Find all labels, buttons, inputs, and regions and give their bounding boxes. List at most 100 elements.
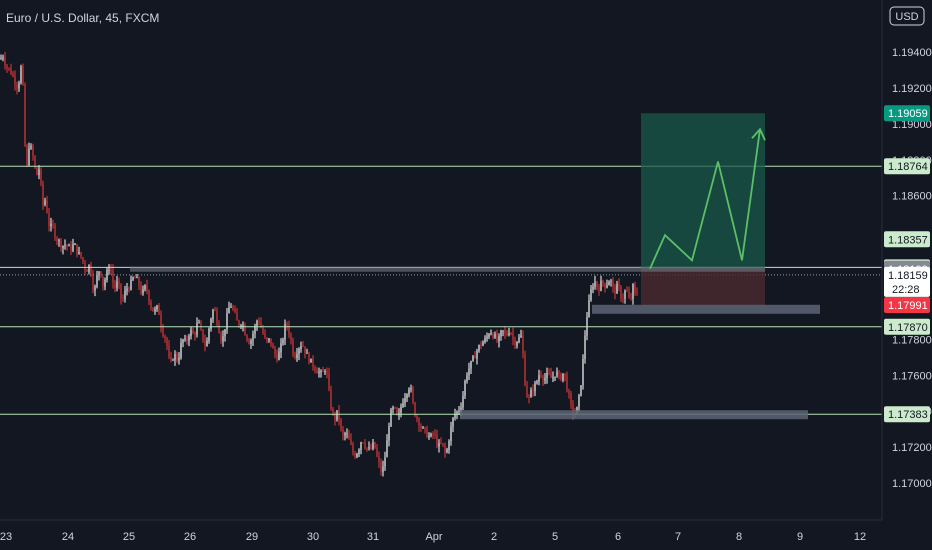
candle-body bbox=[416, 416, 418, 419]
candle-body bbox=[442, 443, 444, 445]
candle-body bbox=[562, 373, 564, 381]
support-zone-bar[interactable] bbox=[592, 304, 820, 314]
candle-body bbox=[318, 372, 320, 374]
target-price-tag bbox=[884, 105, 930, 122]
candle-body bbox=[396, 407, 398, 415]
candle-body bbox=[232, 307, 234, 310]
candle-body bbox=[324, 371, 326, 373]
candle-body bbox=[558, 371, 560, 374]
candle-body bbox=[380, 462, 382, 472]
candle-body bbox=[320, 371, 322, 373]
candle-body bbox=[44, 200, 46, 205]
candle-body bbox=[468, 368, 470, 376]
level-price-tag bbox=[884, 158, 930, 175]
candle-body bbox=[506, 333, 508, 336]
stop-price-tag-label: 1.17991 bbox=[888, 300, 928, 312]
candle-body bbox=[66, 244, 68, 246]
candle-body bbox=[384, 457, 386, 467]
candle-body bbox=[454, 413, 456, 418]
candle-body bbox=[604, 283, 606, 288]
candle-body bbox=[248, 340, 250, 344]
candle-body bbox=[514, 339, 516, 346]
candle-body bbox=[302, 346, 304, 348]
candle-body bbox=[546, 373, 548, 379]
candle-body bbox=[196, 323, 198, 335]
candle-body bbox=[362, 442, 364, 444]
support-zone-bar[interactable] bbox=[460, 410, 808, 420]
candle-body bbox=[30, 146, 32, 149]
candle-body bbox=[268, 338, 270, 341]
candle-body bbox=[474, 356, 476, 359]
candle-body bbox=[348, 433, 350, 440]
candle-body bbox=[434, 433, 436, 435]
candle-body bbox=[580, 385, 582, 396]
time-tick-label: 26 bbox=[184, 531, 196, 543]
candle-body bbox=[194, 333, 196, 335]
candle-body bbox=[14, 76, 16, 85]
candle-body bbox=[466, 375, 468, 382]
candle-body bbox=[484, 338, 486, 343]
price-tick-label: 1.17200 bbox=[892, 442, 932, 454]
candle-body bbox=[230, 307, 232, 309]
candle-body bbox=[322, 371, 324, 373]
candle-body bbox=[164, 335, 166, 339]
candle-body bbox=[382, 466, 384, 472]
candle-body bbox=[6, 65, 8, 68]
candle-body bbox=[310, 358, 312, 363]
candle-body bbox=[572, 403, 574, 414]
candle-body bbox=[614, 286, 616, 294]
candle-body bbox=[478, 345, 480, 351]
candle-body bbox=[340, 419, 342, 430]
projection-arrow[interactable] bbox=[649, 127, 766, 270]
candle-body bbox=[270, 338, 272, 345]
time-tick-label: 7 bbox=[675, 531, 681, 543]
candle-body bbox=[316, 370, 318, 374]
candle-body bbox=[450, 426, 452, 442]
candle-body bbox=[538, 375, 540, 382]
candle-body bbox=[36, 167, 38, 176]
currency-button[interactable]: USD bbox=[889, 6, 925, 26]
candle-body bbox=[420, 425, 422, 428]
candle-body bbox=[308, 352, 310, 363]
candle-body bbox=[536, 381, 538, 384]
candle-body bbox=[406, 394, 408, 399]
candle-body bbox=[408, 389, 410, 395]
candle-body bbox=[314, 366, 316, 371]
candle-body bbox=[158, 305, 160, 315]
stop-price-tag bbox=[884, 297, 930, 314]
candle-body bbox=[632, 284, 634, 299]
candle-body bbox=[624, 290, 626, 299]
candle-body bbox=[100, 271, 102, 277]
position-tool[interactable] bbox=[130, 113, 765, 306]
candle-body bbox=[46, 200, 48, 213]
candle-body bbox=[260, 322, 262, 328]
candle-body bbox=[80, 252, 82, 258]
candle-body bbox=[136, 277, 138, 279]
candle-body bbox=[4, 57, 6, 66]
candle-body bbox=[508, 333, 510, 336]
candle-body bbox=[126, 288, 128, 291]
candle-body bbox=[264, 333, 266, 338]
candle-body bbox=[612, 280, 614, 287]
candle-body bbox=[214, 310, 216, 312]
candle-body bbox=[528, 397, 530, 399]
candle-body bbox=[142, 289, 144, 294]
candle-body bbox=[472, 356, 474, 361]
candle-body bbox=[178, 357, 180, 361]
candle-body bbox=[374, 442, 376, 449]
candle-body bbox=[634, 284, 636, 293]
time-axis[interactable]: 23 24 25 26 29 30 31 Apr 2 5 6 7 8 9 12 bbox=[0, 531, 866, 543]
candle-body bbox=[606, 285, 608, 288]
candle-body bbox=[610, 280, 612, 282]
price-tick-label: 1.17000 bbox=[892, 478, 932, 490]
candle-body bbox=[276, 354, 278, 360]
loss-zone[interactable] bbox=[641, 268, 765, 306]
candle-body bbox=[430, 433, 432, 437]
candle-body bbox=[226, 313, 228, 330]
candle-body bbox=[156, 305, 158, 310]
candle-body bbox=[358, 449, 360, 454]
candle-body bbox=[424, 427, 426, 429]
projection-path[interactable] bbox=[649, 129, 761, 270]
candle-body bbox=[146, 285, 148, 291]
